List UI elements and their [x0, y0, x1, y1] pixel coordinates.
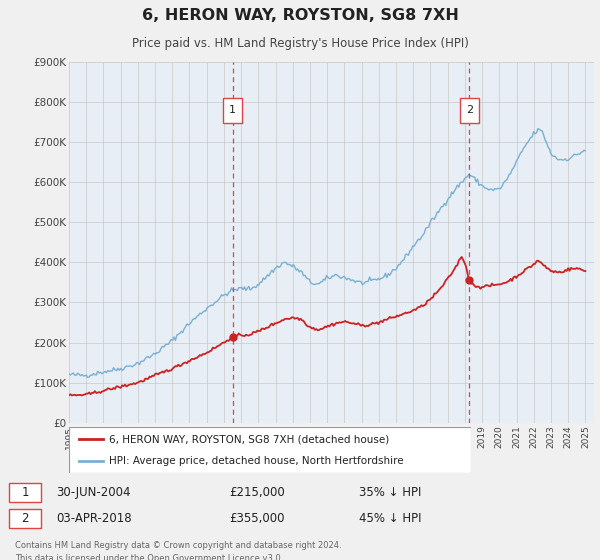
Text: 35% ↓ HPI: 35% ↓ HPI: [359, 486, 421, 499]
Text: 30-JUN-2004: 30-JUN-2004: [56, 486, 130, 499]
Text: 1: 1: [229, 105, 236, 115]
FancyBboxPatch shape: [9, 483, 41, 502]
Text: Price paid vs. HM Land Registry's House Price Index (HPI): Price paid vs. HM Land Registry's House …: [131, 37, 469, 50]
Text: 2: 2: [466, 105, 473, 115]
Text: 45% ↓ HPI: 45% ↓ HPI: [359, 512, 421, 525]
Text: 2: 2: [22, 512, 29, 525]
Text: Contains HM Land Registry data © Crown copyright and database right 2024.: Contains HM Land Registry data © Crown c…: [15, 541, 341, 550]
Text: 6, HERON WAY, ROYSTON, SG8 7XH (detached house): 6, HERON WAY, ROYSTON, SG8 7XH (detached…: [109, 434, 389, 444]
Text: 03-APR-2018: 03-APR-2018: [56, 512, 131, 525]
Text: £355,000: £355,000: [229, 512, 285, 525]
Text: HPI: Average price, detached house, North Hertfordshire: HPI: Average price, detached house, Nort…: [109, 456, 404, 466]
Text: 1: 1: [22, 486, 29, 499]
FancyBboxPatch shape: [460, 98, 479, 123]
FancyBboxPatch shape: [9, 510, 41, 528]
FancyBboxPatch shape: [69, 427, 471, 473]
Text: 6, HERON WAY, ROYSTON, SG8 7XH: 6, HERON WAY, ROYSTON, SG8 7XH: [142, 8, 458, 23]
Text: £215,000: £215,000: [229, 486, 285, 499]
Text: This data is licensed under the Open Government Licence v3.0.: This data is licensed under the Open Gov…: [15, 554, 283, 560]
FancyBboxPatch shape: [223, 98, 242, 123]
